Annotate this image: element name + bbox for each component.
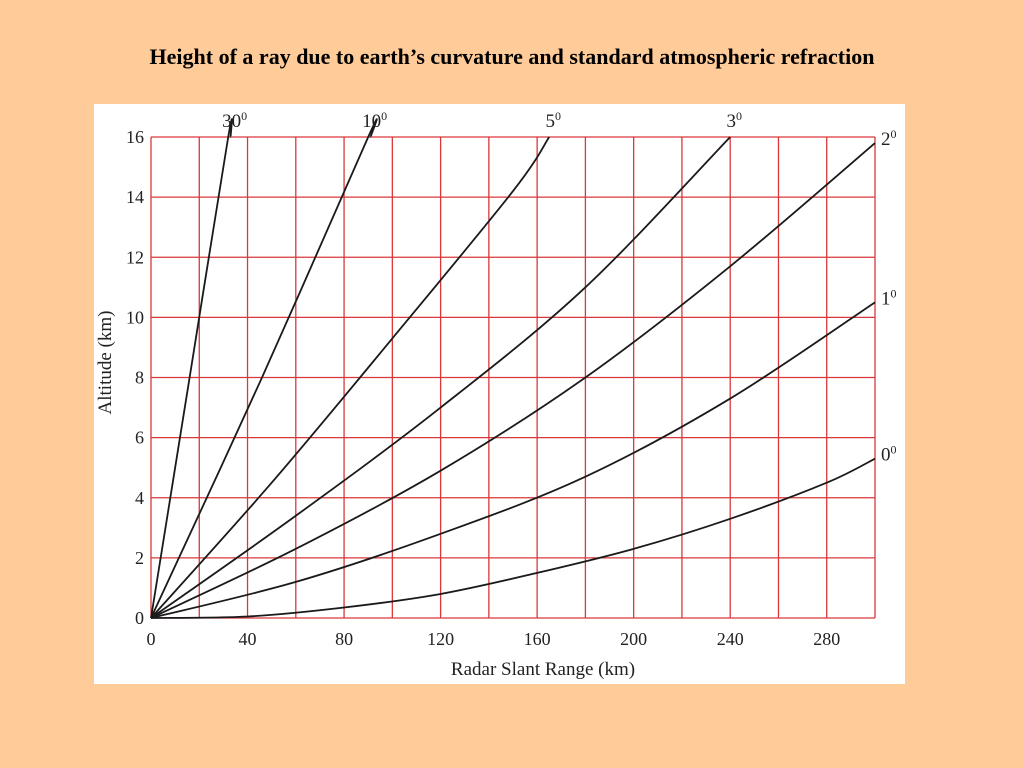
y-tick-label: 6 <box>135 428 144 448</box>
series-label-layer: 300 100 50 30 20 10 00 <box>222 109 896 466</box>
x-tick-label: 80 <box>335 629 353 649</box>
series-label: 00 <box>881 443 897 466</box>
x-tick-label: 240 <box>717 629 744 649</box>
series-line-10-deg <box>150 118 378 619</box>
series-label: 10 <box>881 286 897 309</box>
x-tick-label: 200 <box>620 629 647 649</box>
series-label: 100 <box>362 109 387 132</box>
series-line-1-deg <box>150 301 876 619</box>
y-tick-label: 0 <box>135 608 144 628</box>
y-tick-label: 10 <box>126 307 144 327</box>
x-tick-label: 120 <box>427 629 454 649</box>
series-line-0-deg <box>150 457 876 619</box>
y-tick-label: 2 <box>135 548 144 568</box>
series-line-30-deg <box>150 118 233 619</box>
series-line-2-deg <box>150 142 876 619</box>
series-label: 30 <box>726 109 742 132</box>
y-tick-label: 16 <box>126 127 144 147</box>
series-label: 300 <box>222 109 247 132</box>
x-tick-label: 280 <box>813 629 840 649</box>
x-axis-label: Radar Slant Range (km) <box>451 659 635 680</box>
y-tick-label: 14 <box>126 187 144 207</box>
series-layer <box>150 118 876 619</box>
slide-title: Height of a ray due to earth’s curvature… <box>149 44 875 69</box>
x-tick-label: 40 <box>239 629 257 649</box>
y-axis-label: Altitude (km) <box>95 311 116 415</box>
x-tick-label: 0 <box>147 629 156 649</box>
x-tick-label: 160 <box>524 629 551 649</box>
series-label: 50 <box>545 109 561 132</box>
series-line-5-deg <box>150 136 550 619</box>
y-tick-label: 8 <box>135 368 144 388</box>
tick-layer: 0 40 80 120 160 200 240 280 0 2 4 6 8 10 12 14 16 <box>126 127 840 649</box>
grid-layer <box>150 136 876 619</box>
chart-panel: 0 40 80 120 160 200 240 280 0 2 4 6 8 10 12 14 16 300 100… <box>94 104 905 684</box>
series-line-3-deg <box>150 136 731 619</box>
y-tick-label: 4 <box>135 488 144 508</box>
series-label: 20 <box>881 127 897 150</box>
y-tick-label: 12 <box>126 247 144 267</box>
